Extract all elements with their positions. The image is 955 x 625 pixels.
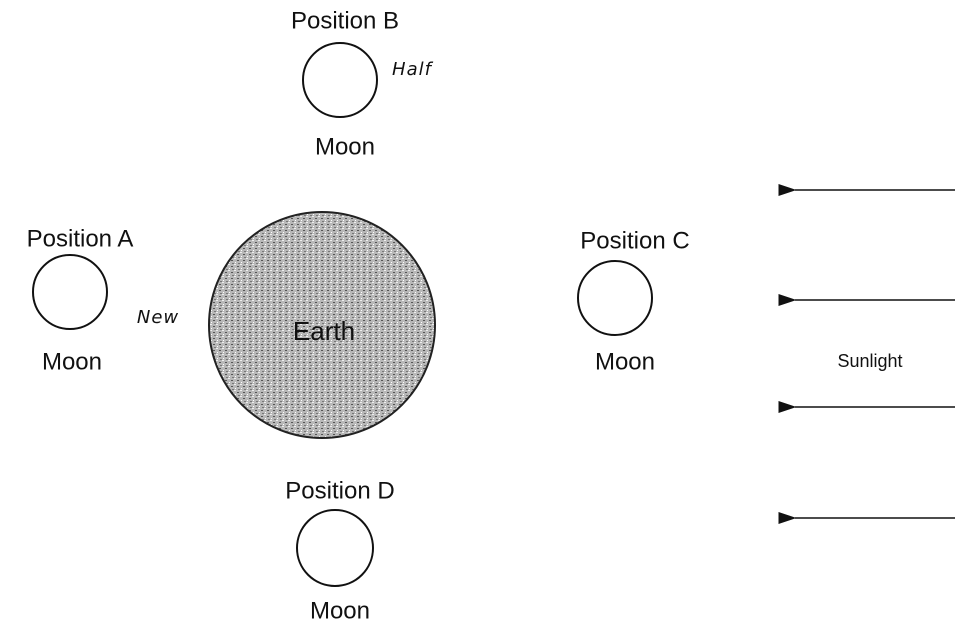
moon	[297, 510, 373, 586]
position-label: Position D	[285, 477, 394, 504]
moon	[578, 261, 652, 335]
position-label: Position C	[580, 227, 689, 254]
moon-label: Moon	[310, 597, 370, 624]
moon	[33, 255, 107, 329]
moon-label: Moon	[42, 348, 102, 375]
moon-phases-diagram: Earth Position A Moon New Position B Moo…	[0, 0, 955, 625]
handwritten-note: Half	[392, 59, 434, 80]
moon-label: Moon	[595, 348, 655, 375]
handwritten-note: New	[137, 307, 179, 328]
earth-label: Earth	[293, 316, 355, 346]
position-label: Position B	[291, 7, 399, 34]
sunlight-label: Sunlight	[837, 351, 902, 371]
position-label: Position A	[27, 225, 134, 252]
moon-label: Moon	[315, 133, 375, 160]
moon	[303, 43, 377, 117]
